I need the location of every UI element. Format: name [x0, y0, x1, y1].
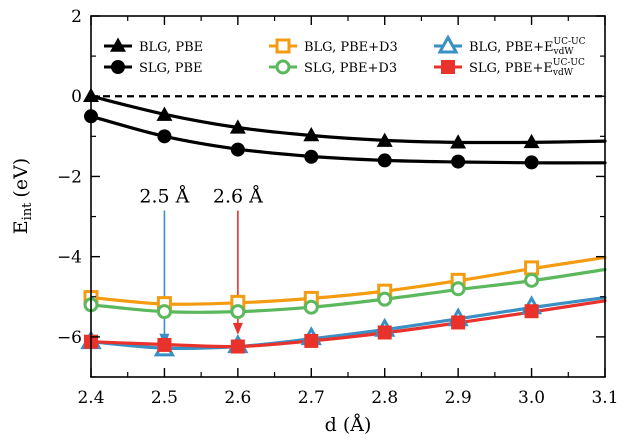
data-point-slg-pbe-d3	[524, 272, 540, 288]
x-tick-label: 2.5	[151, 388, 178, 408]
data-point-slg-pbe-d3	[230, 304, 246, 320]
legend-label-blg-pbe-d3: BLG, PBE+D3	[304, 40, 398, 55]
legend-marker-blg-pbe-d3	[275, 38, 291, 54]
data-point-slg-pbe	[230, 142, 245, 157]
x-tick-label: 2.7	[298, 388, 325, 408]
axis-ticks	[90, 15, 606, 378]
data-point-blg-pbe	[523, 133, 540, 149]
data-point-slg-pbe-evdw	[230, 339, 245, 354]
arrow-25-label: 2.5 Å	[139, 186, 189, 208]
y-axis-title-main: E	[10, 220, 32, 234]
data-point-slg-pbe	[377, 153, 392, 168]
x-tick-label: 2.9	[445, 388, 472, 408]
legend-label-main: BLG, PBE+E	[469, 40, 554, 55]
legend-marker-blg-pbe-evdw	[437, 34, 459, 54]
y-axis-title: Eint (eV)	[10, 158, 35, 234]
data-point-slg-pbe-d3	[377, 291, 393, 307]
legend-label-slg-pbe-evdw: SLG, PBE+EUC-UC vdW	[469, 58, 585, 78]
arrow-26-label: 2.6 Å	[213, 186, 263, 208]
data-point-slg-pbe	[524, 155, 539, 170]
data-point-blg-pbe	[303, 127, 320, 142]
y-axis-title-subscript: int	[20, 202, 35, 221]
data-point-blg-pbe-d3	[524, 260, 540, 276]
x-tick-label: 2.4	[77, 388, 104, 408]
y-tick-label: −2	[57, 167, 82, 187]
legend-marker-slg-pbe-d3	[275, 59, 291, 75]
data-point-slg-pbe-evdw	[157, 337, 172, 352]
y-tick-label: −4	[57, 248, 82, 268]
data-point-slg-pbe	[451, 154, 466, 169]
series-line-blg-pbe	[89, 94, 607, 145]
legend-label-slg-pbe-d3: SLG, PBE+D3	[304, 61, 397, 76]
data-point-slg-pbe-evdw	[304, 333, 319, 348]
data-point-slg-pbe-d3	[156, 304, 172, 320]
data-point-blg-pbe	[450, 134, 467, 149]
y-tick-label: −6	[57, 328, 82, 348]
legend-marker-slg-pbe	[111, 60, 125, 74]
arrow-26-head	[232, 322, 243, 335]
y-tick-label: 0	[71, 87, 82, 107]
data-point-slg-pbe-d3	[303, 299, 319, 315]
legend-label-superscript: UC-UC	[553, 58, 585, 68]
series-markers	[80, 87, 543, 357]
legend-label-main: SLG, PBE+E	[469, 61, 553, 76]
legend-label-subscript: vdW	[553, 47, 575, 57]
data-point-blg-pbe	[229, 119, 246, 134]
data-point-slg-pbe-evdw	[524, 304, 539, 319]
legend-label-blg-pbe-evdw: BLG, PBE+EUC-UC vdW	[469, 37, 586, 57]
legend-marker-slg-pbe-evdw	[441, 60, 455, 74]
legend-label-superscript: UC-UC	[554, 37, 586, 47]
x-tick-label: 3.0	[518, 388, 545, 408]
legend-label-blg-pbe: BLG, PBE	[139, 40, 203, 55]
annotation-layer: 2.5 Å 2.6 Å	[139, 186, 263, 346]
data-point-blg-pbe	[156, 106, 173, 121]
data-point-slg-pbe	[157, 129, 172, 144]
x-tick-label: 2.8	[371, 388, 398, 408]
x-tick-label: 2.6	[224, 388, 251, 408]
data-point-slg-pbe-d3	[450, 281, 466, 297]
x-axis-title: d (Å)	[325, 414, 372, 436]
data-point-slg-pbe	[304, 149, 319, 164]
y-tick-label: 2	[71, 7, 82, 27]
data-point-blg-pbe	[376, 132, 393, 147]
legend-label-slg-pbe: SLG, PBE	[139, 61, 203, 76]
legend-label-subscript: vdW	[552, 68, 574, 78]
legend-marker-blg-pbe	[110, 37, 126, 52]
y-axis-title-unit: (eV)	[10, 158, 32, 198]
x-tick-label: 3.1	[591, 388, 618, 408]
legend: BLG, PBE SLG, PBE BLG, PBE+D3 SLG, PBE+D3 BL…	[104, 34, 586, 78]
axis-tick-labels: 2.4 2.5 2.6 2.7 2.8 2.9 3.0 3.1 2 0 −2 −4 −6	[57, 7, 619, 408]
data-point-slg-pbe-evdw	[377, 325, 392, 340]
data-point-slg-pbe-evdw	[451, 315, 466, 330]
